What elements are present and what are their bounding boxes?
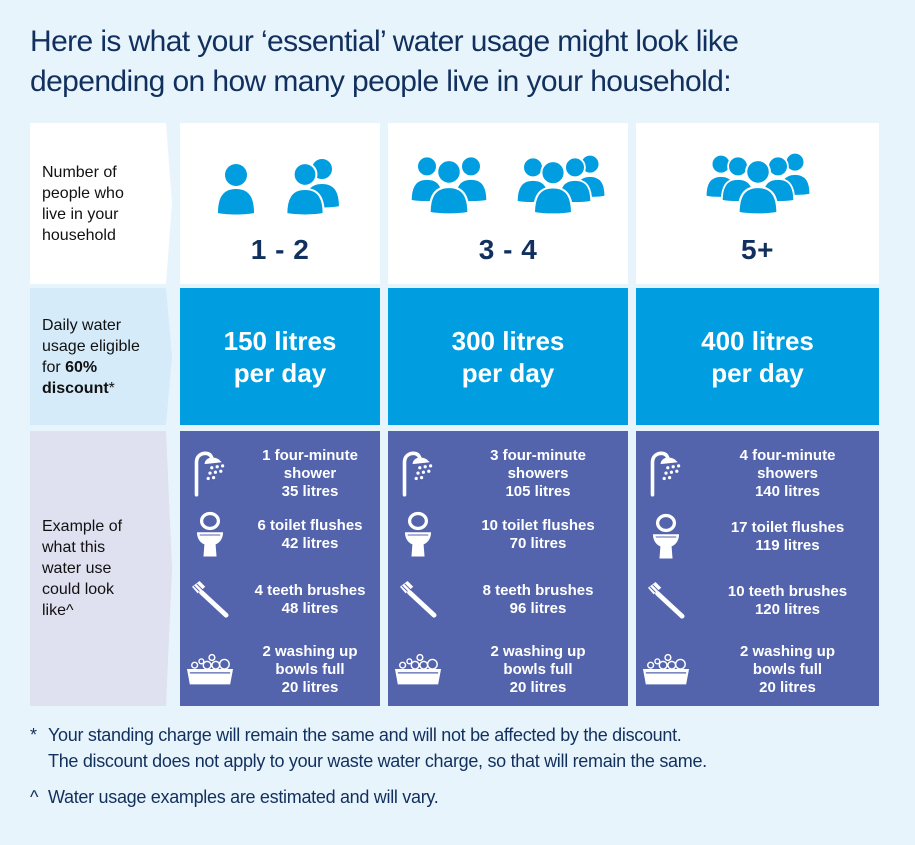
household-cell-5-plus: 5+ — [636, 123, 879, 284]
footnote-discount-line-1: Your standing charge will remain the sam… — [48, 725, 682, 745]
examples-label-text: Example of what this water use could loo… — [42, 518, 123, 619]
example-washing-bowl: 2 washing up bowls full 20 litres — [388, 643, 628, 697]
shower-icon — [192, 451, 228, 497]
usage-period: per day — [233, 357, 327, 388]
usage-cell-150: 150 litres per day — [180, 288, 380, 425]
row-label-people: Number of people who live in your househ… — [30, 123, 172, 284]
example-toilet: 10 toilet flushes 70 litres — [388, 511, 628, 559]
three-people-icon — [409, 155, 489, 215]
example-shower: 4 four-minute showers 140 litres — [636, 447, 879, 501]
household-size-label: 1 - 2 — [250, 234, 310, 265]
toilet-icon — [652, 513, 680, 561]
headline-line-2: depending on how many people live in you… — [30, 65, 732, 98]
toilet-icon — [196, 511, 224, 559]
usage-amount: 300 litres — [451, 325, 565, 356]
washing-bowl-icon — [186, 653, 234, 687]
usage-label-text: Daily water usage eligible for 60% disco… — [42, 316, 140, 397]
usage-cell-400: 400 litres per day — [636, 288, 879, 425]
examples-cell-5-plus: 4 four-minute showers 140 litres 17 toilet… — [636, 431, 879, 706]
household-size-label: 3 - 4 — [478, 234, 538, 265]
example-washing-bowl: 2 washing up bowls full 20 litres — [636, 643, 879, 697]
caret-mark: ^ — [30, 787, 39, 807]
footnote-examples-text: Water usage examples are estimated and w… — [48, 787, 439, 807]
toothbrush-icon — [396, 581, 440, 619]
footnote-discount: * Your standing charge will remain the s… — [30, 722, 900, 774]
people-icons — [388, 153, 628, 215]
people-icons — [180, 153, 380, 215]
usage-period: per day — [461, 357, 555, 388]
toilet-icon — [404, 511, 432, 559]
asterisk-mark: * — [30, 725, 37, 745]
footnotes: * Your standing charge will remain the s… — [30, 722, 900, 810]
shower-icon — [648, 451, 684, 497]
usage-period: per day — [711, 357, 804, 388]
shower-icon — [400, 451, 436, 497]
four-people-icon — [515, 153, 607, 215]
example-toothbrush: 10 teeth brushes 120 litres — [636, 582, 879, 620]
example-shower: 3 four-minute showers 105 litres — [388, 447, 628, 501]
row-label-examples: Example of what this water use could loo… — [30, 431, 172, 706]
usage-amount: 150 litres — [223, 325, 337, 356]
footnote-examples: ^ Water usage examples are estimated and… — [30, 784, 900, 810]
example-toilet: 6 toilet flushes 42 litres — [180, 511, 380, 559]
usage-amount: 400 litres — [701, 325, 814, 356]
page-headline: Here is what your ‘essential’ water usag… — [30, 22, 900, 102]
people-label-text: Number of people who live in your househ… — [42, 163, 124, 244]
example-toilet: 17 toilet flushes 119 litres — [636, 513, 879, 561]
household-cell-1-2: 1 - 2 — [180, 123, 380, 284]
example-toothbrush: 4 teeth brushes 48 litres — [180, 581, 380, 619]
row-label-usage: Daily water usage eligible for 60% disco… — [30, 288, 172, 425]
example-washing-bowl: 2 washing up bowls full 20 litres — [180, 643, 380, 697]
example-shower: 1 four-minute shower 35 litres — [180, 447, 380, 501]
examples-cell-1-2: 1 four-minute shower 35 litres 6 toilet fl… — [180, 431, 380, 706]
discount-percentage: 60% discount — [42, 358, 109, 397]
washing-bowl-icon — [642, 653, 690, 687]
five-people-icon — [704, 151, 811, 215]
examples-cell-3-4: 3 four-minute showers 105 litres 10 toilet… — [388, 431, 628, 706]
washing-bowl-icon — [394, 653, 442, 687]
footnote-discount-line-2: The discount does not apply to your wast… — [48, 751, 707, 771]
toothbrush-icon — [644, 582, 688, 620]
headline-line-1: Here is what your ‘essential’ water usag… — [30, 25, 739, 58]
usage-cell-300: 300 litres per day — [388, 288, 628, 425]
single-person-icon — [216, 163, 256, 215]
household-cell-3-4: 3 - 4 — [388, 123, 628, 284]
example-toothbrush: 8 teeth brushes 96 litres — [388, 581, 628, 619]
toothbrush-icon — [188, 581, 232, 619]
people-icons — [636, 151, 879, 215]
household-size-label: 5+ — [741, 234, 774, 265]
two-people-icon — [285, 157, 341, 215]
